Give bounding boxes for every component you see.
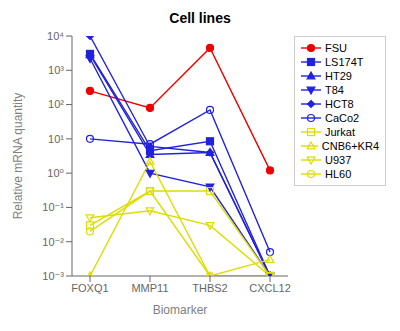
html-text:LS174T: LS174T	[325, 56, 364, 68]
svg-text:Relative mRNA quantity: Relative mRNA quantity	[11, 93, 25, 220]
svg-text:Biomarker: Biomarker	[153, 303, 208, 317]
svg-text:10⁰: 10⁰	[47, 167, 64, 179]
svg-text:10⁻³: 10⁻³	[42, 270, 64, 282]
svg-text:10²: 10²	[48, 98, 64, 110]
svg-text:10³: 10³	[48, 64, 64, 76]
html-text:Jurkat: Jurkat	[325, 126, 355, 138]
html-text:CaCo2: CaCo2	[325, 112, 360, 124]
html-text:T84: T84	[325, 84, 344, 96]
svg-text:FOXQ1: FOXQ1	[71, 282, 108, 294]
html-text:FSU: FSU	[325, 42, 347, 54]
html-text:HCT8: HCT8	[325, 98, 354, 110]
svg-text:THBS2: THBS2	[192, 282, 227, 294]
html-text:Cell lines: Cell lines	[169, 10, 231, 26]
svg-text:MMP11: MMP11	[131, 282, 168, 294]
html-text:HL60: HL60	[325, 168, 352, 180]
svg-text:10⁴: 10⁴	[47, 30, 64, 42]
html-text:CNB6+KR4: CNB6+KR4	[321, 140, 379, 152]
html-text:HT29: HT29	[325, 70, 352, 82]
svg-text:10¹: 10¹	[48, 133, 64, 145]
svg-text:10⁻¹: 10⁻¹	[42, 201, 64, 213]
html-text:U937: U937	[325, 154, 352, 166]
svg-text:CXCL12: CXCL12	[249, 282, 291, 294]
svg-text:10⁻²: 10⁻²	[42, 236, 64, 248]
